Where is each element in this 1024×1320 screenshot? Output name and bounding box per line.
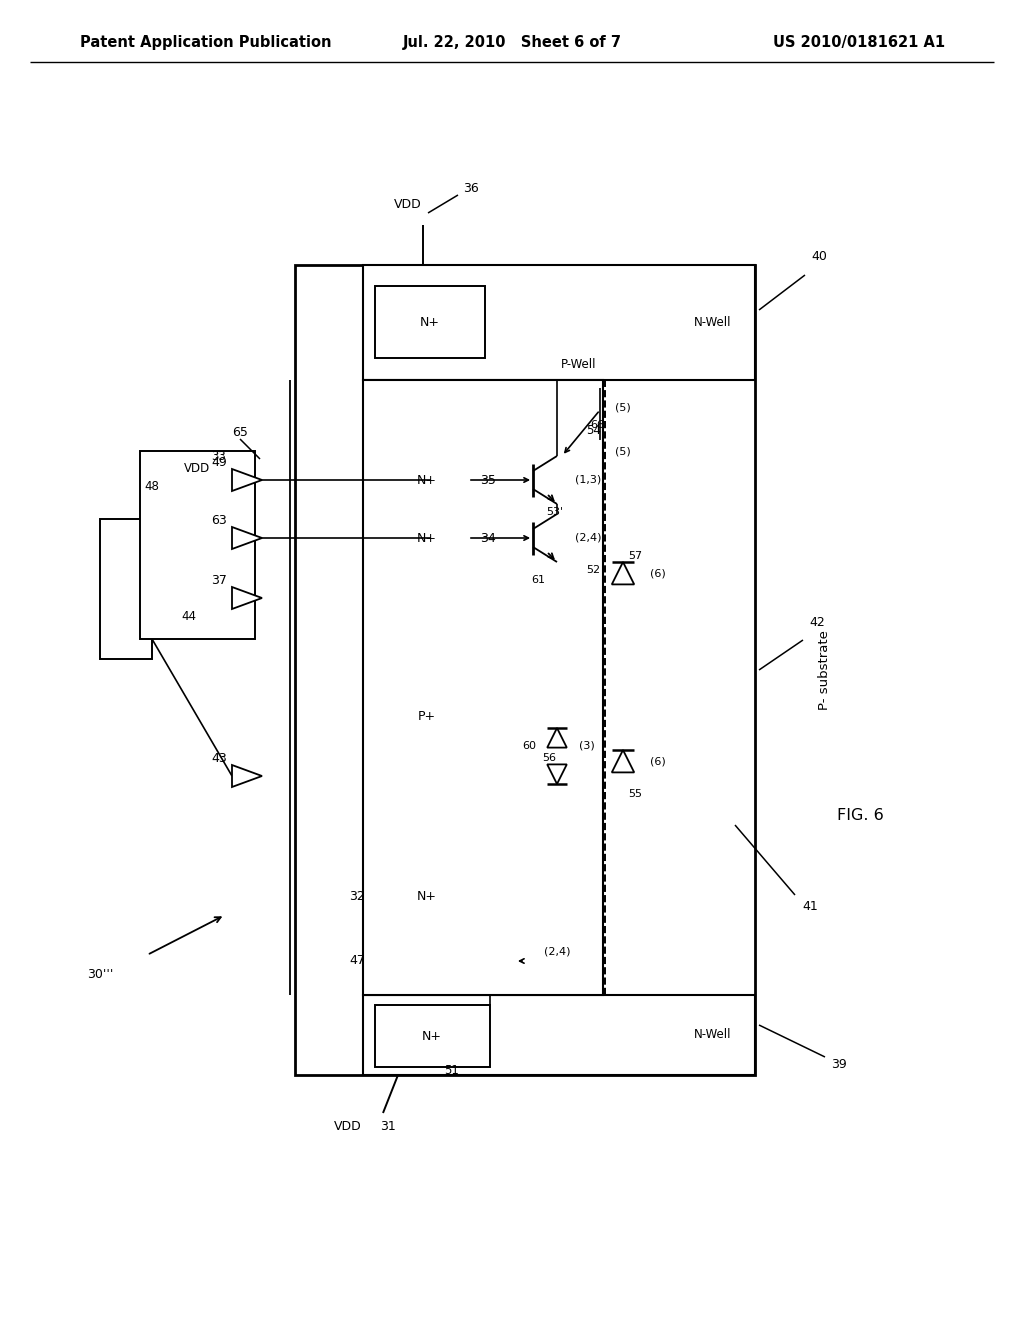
Text: 55: 55 [628,789,642,799]
Text: 63: 63 [211,513,227,527]
Text: FIG. 6: FIG. 6 [837,808,884,822]
Polygon shape [232,469,262,491]
Polygon shape [232,587,262,609]
Text: 57: 57 [628,550,642,561]
Text: 54': 54' [586,424,604,437]
Text: 32: 32 [349,891,365,903]
Text: (6): (6) [650,568,666,578]
Text: (2,4): (2,4) [544,946,570,956]
Text: 44: 44 [181,610,197,623]
Text: 40: 40 [811,251,827,264]
Bar [375,568,515,630]
Text: (5): (5) [615,447,631,457]
Bar [140,451,255,639]
Text: 51: 51 [444,1064,460,1077]
Bar [362,265,755,380]
Bar [375,686,480,744]
Text: 61: 61 [531,576,545,585]
Text: 30''': 30''' [87,969,114,982]
Polygon shape [232,766,262,787]
Bar [375,744,515,807]
Text: 60: 60 [522,741,536,751]
Bar [362,380,603,995]
Text: 33: 33 [212,450,226,462]
Bar [375,927,515,995]
Bar [375,451,480,510]
Text: P+: P+ [418,710,436,722]
Text: 47: 47 [349,954,365,968]
Text: N+: N+ [420,315,440,329]
Text: 43: 43 [211,751,227,764]
Text: 42: 42 [809,615,825,628]
Text: Jul. 22, 2010   Sheet 6 of 7: Jul. 22, 2010 Sheet 6 of 7 [402,34,622,49]
Text: 53': 53' [547,507,563,517]
Text: 56: 56 [542,752,556,763]
Text: VDD: VDD [334,1121,361,1134]
Text: 35: 35 [480,474,496,487]
Bar [362,995,755,1074]
Bar [375,510,480,568]
Text: (3): (3) [580,741,595,751]
Text: (2,4): (2,4) [574,533,601,543]
Text: (6): (6) [650,756,666,766]
Text: (5): (5) [615,403,631,413]
Text: N+: N+ [417,891,437,903]
Text: 65: 65 [232,426,248,440]
Text: N+: N+ [417,532,437,544]
Text: 31: 31 [380,1121,396,1134]
Text: 36: 36 [463,182,479,195]
Text: P-Well: P-Well [561,358,597,371]
Text: P- substrate: P- substrate [818,630,831,710]
Bar [295,265,755,1074]
Text: (1,3): (1,3) [574,475,601,484]
Text: 37: 37 [211,573,227,586]
Bar [100,519,152,659]
Bar [375,286,485,358]
Text: 39: 39 [831,1059,847,1072]
Text: 52: 52 [586,565,600,576]
Text: VDD: VDD [394,198,422,211]
Polygon shape [547,764,567,784]
Text: 49: 49 [211,455,227,469]
Polygon shape [611,750,634,772]
Text: 34: 34 [480,532,496,544]
Text: N+: N+ [422,1030,442,1043]
Text: 41: 41 [802,900,818,913]
Bar [375,1005,490,1067]
Text: N+: N+ [417,474,437,487]
Polygon shape [611,562,634,585]
Polygon shape [547,729,567,747]
Text: US 2010/0181621 A1: US 2010/0181621 A1 [773,34,945,49]
Text: 48: 48 [144,479,160,492]
Polygon shape [232,527,262,549]
Text: N-Well: N-Well [694,1028,732,1041]
Text: N-Well: N-Well [694,317,732,330]
Text: Patent Application Publication: Patent Application Publication [80,34,332,49]
Bar [375,867,480,927]
Text: VDD: VDD [184,462,210,475]
Text: 66: 66 [590,420,604,430]
